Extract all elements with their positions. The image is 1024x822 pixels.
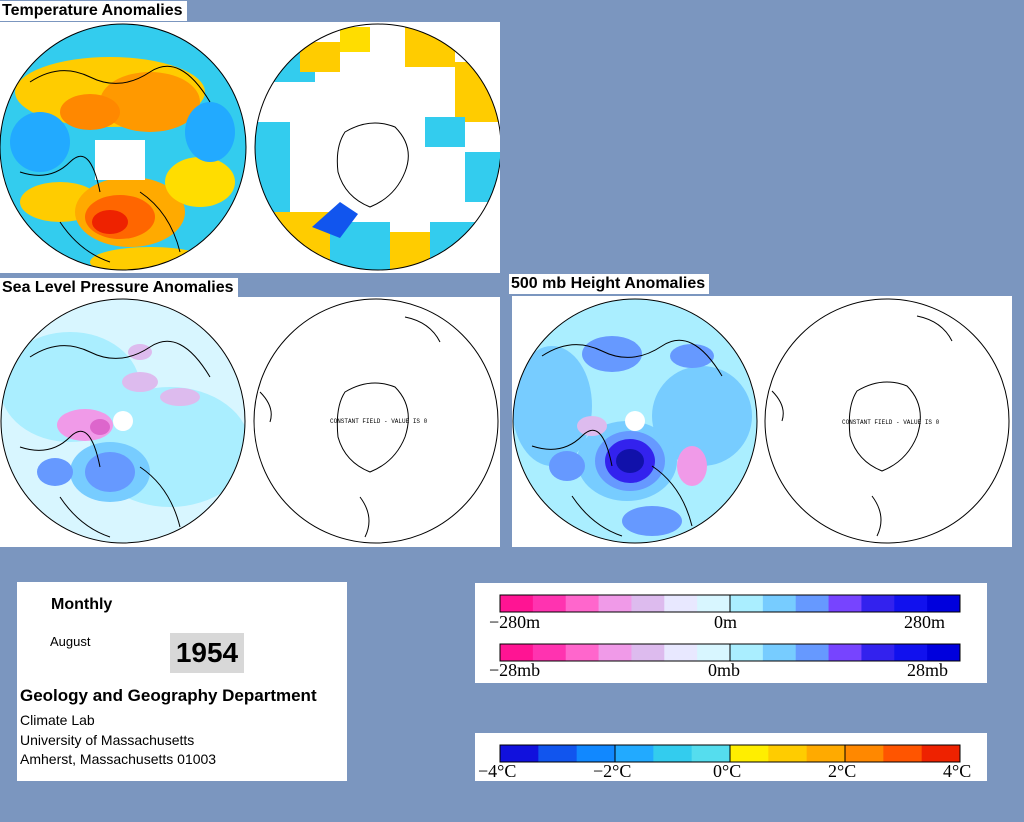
height-legend-max: 280m <box>904 612 946 632</box>
pressure-scale-segment <box>730 644 764 661</box>
pressure-scale-segment <box>894 644 928 661</box>
temperature-scale-segment <box>921 745 961 762</box>
temperature-globe-south <box>255 24 500 270</box>
pressure-scale-segment <box>697 644 731 661</box>
temperature-scale-segment <box>500 745 539 762</box>
period-label: Monthly <box>51 596 113 613</box>
temperature-legend-plus4: 4°C <box>943 761 972 781</box>
height-scale-segment <box>532 595 567 612</box>
height-anomalies-title: 500 mb Height Anomalies <box>509 274 710 294</box>
pressure-legend-max: 28mb <box>907 660 949 680</box>
temperature-scale-segment <box>538 745 578 762</box>
temperature-scale-segment <box>806 745 846 762</box>
height-scale-segment <box>762 595 797 612</box>
temperature-scale-segment <box>691 745 731 762</box>
pressure-scale-segment <box>532 644 567 661</box>
info-panel: Monthly August 1954 Geology and Geograph… <box>17 582 347 781</box>
temperature-legend: −4°C −2°C 0°C 2°C 4°C <box>475 733 987 781</box>
temperature-legend-plus2: 2°C <box>828 761 857 781</box>
temperature-scale-segment <box>883 745 923 762</box>
pressure-legend-zero: 0mb <box>708 660 741 680</box>
year-label: 1954 <box>170 633 244 673</box>
temperature-legend-zero: 0°C <box>713 761 742 781</box>
slp-constant-field-note: CONSTANT FIELD - VALUE IS 0 <box>330 418 428 425</box>
height-scale-segment <box>730 595 764 612</box>
height-scale-segment <box>565 595 600 612</box>
height-scale-segment <box>664 595 698 612</box>
temperature-legend-minus2: −2°C <box>593 761 632 781</box>
height-globe-south <box>764 298 1010 544</box>
lab-name: Climate Lab <box>20 712 95 728</box>
height-legend-zero: 0m <box>714 612 738 632</box>
height-scale-segment <box>828 595 862 612</box>
temperature-scale-segment <box>653 745 693 762</box>
height-scale-segment <box>697 595 731 612</box>
temperature-scale-segment <box>768 745 808 762</box>
pressure-scale-segment <box>861 644 895 661</box>
slp-globe-south <box>253 298 499 544</box>
pressure-scale-segment <box>565 644 600 661</box>
height-scale-segment <box>598 595 632 612</box>
anomaly-legend: −280m 0m 280m −28mb 0mb 28mb <box>475 583 987 683</box>
temperature-scale-segment <box>730 745 769 762</box>
pressure-scale-segment <box>598 644 632 661</box>
temperature-scale-segment <box>615 745 654 762</box>
temperature-color-bar <box>499 744 961 763</box>
height-constant-field-note: CONSTANT FIELD - VALUE IS 0 <box>842 419 940 426</box>
temperature-scale-segment <box>576 745 616 762</box>
height-map-panel: CONSTANT FIELD - VALUE IS 0 <box>512 296 1012 547</box>
pressure-scale-segment <box>828 644 862 661</box>
height-scale-segment <box>631 595 665 612</box>
height-scale-segment <box>861 595 895 612</box>
pressure-scale-segment <box>762 644 797 661</box>
pressure-scale-segment <box>664 644 698 661</box>
temperature-map-panel <box>0 22 500 273</box>
pressure-scale-segment <box>631 644 665 661</box>
pressure-scale-segment <box>795 644 830 661</box>
slp-anomalies-title: Sea Level Pressure Anomalies <box>0 278 238 298</box>
pressure-scale-segment <box>500 644 534 661</box>
temperature-legend-minus4: −4°C <box>478 761 517 781</box>
temperature-globe-north <box>0 24 246 270</box>
height-globe-north <box>513 299 757 543</box>
slp-globe-north <box>1 299 245 543</box>
height-scale-segment <box>500 595 534 612</box>
pressure-legend-min: −28mb <box>489 660 541 680</box>
address-line: Amherst, Massachusetts 01003 <box>20 751 217 767</box>
temperature-scale-segment <box>845 745 884 762</box>
anomaly-color-bars <box>499 594 961 662</box>
pressure-scale-segment <box>927 644 961 661</box>
department-name: Geology and Geography Department <box>20 686 317 705</box>
height-scale-segment <box>894 595 928 612</box>
temperature-anomalies-title: Temperature Anomalies <box>0 1 187 21</box>
height-legend-min: −280m <box>489 612 541 632</box>
height-scale-segment <box>927 595 961 612</box>
month-label: August <box>50 634 91 649</box>
height-scale-segment <box>795 595 830 612</box>
slp-map-panel: CONSTANT FIELD - VALUE IS 0 <box>0 297 500 547</box>
university-name: University of Massachusetts <box>20 732 195 748</box>
